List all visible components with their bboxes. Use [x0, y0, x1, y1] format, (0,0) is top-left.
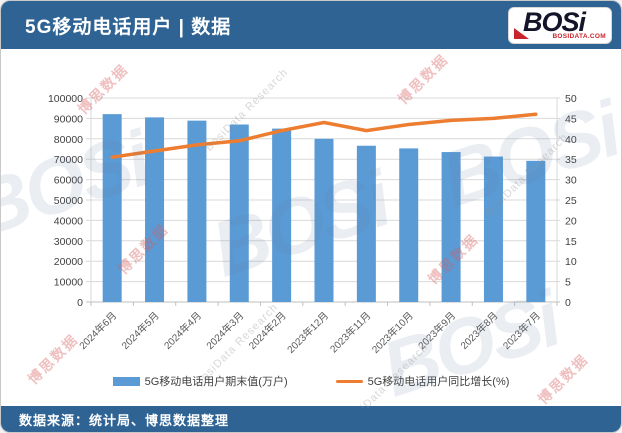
svg-text:10000: 10000 [54, 277, 83, 289]
svg-text:2024年4月: 2024年4月 [161, 309, 204, 352]
svg-text:2023年9月: 2023年9月 [415, 309, 458, 352]
svg-text:40: 40 [565, 134, 577, 146]
svg-text:40000: 40000 [54, 215, 83, 227]
chart-legend: 5G移动电话用户期末值(万户) 5G移动电话用户同比增长(%) [1, 373, 621, 389]
svg-text:2024年2月: 2024年2月 [246, 309, 289, 352]
svg-text:2023年11月: 2023年11月 [327, 309, 373, 355]
svg-text:80000: 80000 [54, 134, 83, 146]
data-source-text: 数据来源：统计局、博思数据整理 [19, 412, 230, 428]
line-swatch-icon [335, 379, 363, 383]
legend-label: 5G移动电话用户同比增长(%) [367, 376, 510, 388]
svg-text:100000: 100000 [48, 93, 83, 105]
svg-text:0: 0 [77, 297, 83, 309]
bosi-logo: BOSi BOSIDATA.COM [508, 7, 612, 44]
svg-text:20: 20 [565, 215, 577, 227]
svg-text:25: 25 [565, 195, 577, 207]
svg-text:2023年10月: 2023年10月 [369, 309, 416, 356]
logo-domain: BOSIDATA.COM [552, 33, 606, 40]
svg-text:45: 45 [565, 113, 577, 125]
logo-triangle-icon [514, 28, 529, 39]
title-bar: 5G移动电话用户 | 数据 BOSi BOSIDATA.COM [1, 1, 621, 49]
svg-text:2023年7月: 2023年7月 [500, 309, 543, 352]
logo-wordmark: BOSi [523, 7, 586, 37]
svg-text:20000: 20000 [54, 256, 83, 268]
svg-text:90000: 90000 [54, 113, 83, 125]
svg-text:2023年8月: 2023年8月 [458, 309, 501, 352]
svg-text:2023年12月: 2023年12月 [284, 309, 331, 356]
bar-line-chart: 0 0 10000 5 20000 10 30000 15 40000 20 50000 25 6000… [48, 93, 577, 356]
source-bar: 数据来源：统计局、博思数据整理 [1, 406, 621, 432]
svg-text:60000: 60000 [54, 175, 83, 187]
legend-item-line-series: 5G移动电话用户同比增长(%) [335, 373, 510, 389]
svg-text:5: 5 [565, 277, 571, 289]
svg-text:2024年3月: 2024年3月 [203, 309, 246, 352]
svg-text:30: 30 [565, 175, 577, 187]
svg-text:50: 50 [565, 93, 577, 105]
page-title: 5G移动电话用户 | 数据 [25, 16, 232, 38]
svg-text:50000: 50000 [54, 195, 83, 207]
legend-item-bar-series: 5G移动电话用户期末值(万户) [112, 373, 288, 389]
chart-section: 0 0 10000 5 20000 10 30000 15 40000 20 50000 25 6000… [1, 49, 621, 408]
svg-text:10: 10 [565, 256, 577, 268]
legend-label: 5G移动电话用户期末值(万户) [144, 376, 288, 388]
svg-text:0: 0 [565, 297, 571, 309]
bar-swatch-icon [112, 376, 140, 386]
svg-text:15: 15 [565, 236, 577, 248]
svg-text:2024年5月: 2024年5月 [119, 309, 162, 352]
svg-text:2024年6月: 2024年6月 [76, 309, 119, 352]
svg-text:35: 35 [565, 154, 577, 166]
svg-text:30000: 30000 [54, 236, 83, 248]
svg-text:70000: 70000 [54, 154, 83, 166]
